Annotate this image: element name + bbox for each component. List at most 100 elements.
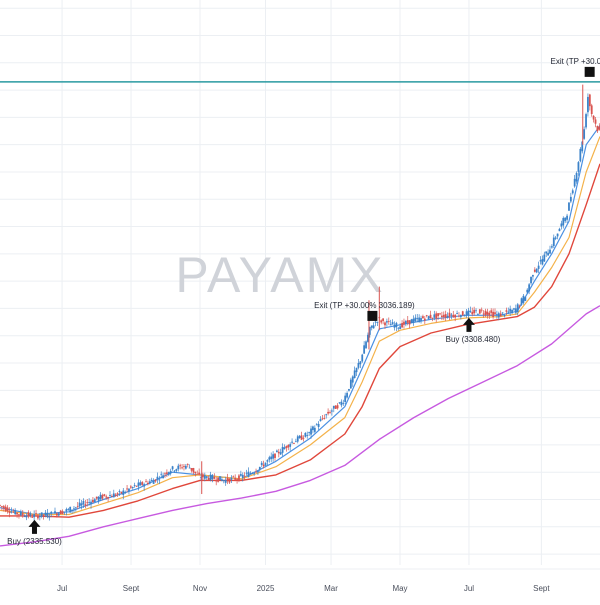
candle-body-136 (257, 470, 259, 473)
candle-body-190 (359, 361, 362, 365)
candle-body-222 (420, 318, 422, 322)
candle-body-223 (422, 316, 424, 319)
candle-body-65 (122, 490, 125, 496)
candle-body-42 (78, 502, 81, 507)
candle-body-314 (594, 119, 597, 124)
candle-body-106 (200, 477, 202, 479)
candle-body-100 (188, 467, 191, 469)
candle-body-107 (202, 474, 204, 478)
candle-body-213 (403, 321, 405, 325)
candle-body-26 (48, 516, 51, 518)
candle-body-63 (118, 491, 121, 492)
candle-body-119 (224, 480, 227, 483)
candle-body-13 (23, 516, 26, 518)
candle-body-177 (334, 405, 337, 409)
candle-body-195 (368, 327, 371, 335)
series-line-long-moving-average (0, 305, 600, 547)
candle-body-73 (137, 482, 140, 487)
candle-body-69 (129, 486, 132, 488)
candle-body-284 (537, 265, 540, 269)
candle-body-288 (545, 251, 548, 254)
candle-body-229 (433, 314, 436, 318)
candle-body-184 (348, 389, 350, 391)
candle-body-70 (131, 486, 134, 488)
candle-body-315 (596, 126, 599, 132)
candle-body-27 (50, 511, 53, 514)
candle-body-54 (101, 495, 104, 499)
candle-body-182 (344, 395, 347, 402)
candle-body-144 (272, 454, 275, 459)
candle-body-166 (313, 427, 316, 432)
candle-body-78 (147, 482, 149, 485)
candle-body-300 (568, 202, 570, 211)
candle-body-168 (317, 423, 320, 427)
candle-body-74 (139, 482, 142, 486)
candle-body-287 (543, 254, 546, 262)
candle-body-245 (463, 315, 466, 317)
candle-body-17 (31, 516, 34, 518)
candle-body-306 (579, 148, 582, 162)
candle-body-64 (120, 491, 123, 494)
candle-body-228 (431, 317, 434, 319)
candle-body-19 (35, 513, 37, 514)
candle-body-152 (287, 444, 290, 448)
candle-body-143 (270, 456, 273, 460)
candle-body-60 (112, 493, 115, 498)
candle-body-12 (21, 513, 24, 515)
candle-body-120 (226, 477, 229, 482)
candle-body-94 (177, 465, 180, 470)
candle-body-72 (135, 485, 138, 487)
buy-annotation-label: Buy (3308.480) (446, 335, 501, 344)
candle-body-316 (598, 126, 600, 130)
candle-body-66 (124, 491, 127, 494)
candle-body-207 (391, 322, 394, 325)
candle-body-162 (306, 435, 309, 436)
watermark: PAYAMX (175, 247, 384, 303)
candle-body-254 (480, 309, 483, 311)
candle-body-259 (490, 310, 493, 313)
candle-body-233 (440, 315, 443, 318)
candle-body-250 (473, 309, 476, 314)
candle-body-271 (513, 308, 515, 310)
candle-body-279 (528, 284, 531, 292)
candle-body-141 (266, 460, 269, 462)
candle-body-61 (114, 494, 117, 496)
candle-body-35 (65, 509, 68, 512)
candle-body-75 (141, 482, 144, 485)
candle-body-181 (342, 403, 345, 404)
candle-body-122 (230, 477, 233, 480)
candle-body-234 (442, 314, 445, 318)
candle-body-0 (0, 505, 1, 506)
candle-body-180 (340, 401, 343, 406)
candle-body-8 (14, 510, 17, 515)
candle-body-51 (95, 496, 98, 499)
candle-body-158 (298, 435, 301, 439)
candle-body-86 (162, 475, 165, 479)
candle-body-7 (12, 511, 15, 513)
candle-body-187 (353, 370, 356, 379)
candle-body-22 (40, 512, 43, 517)
x-axis: Jul Sept Nov 2025 Mar May Jul Sept (57, 584, 550, 593)
x-tick-label: 2025 (257, 584, 275, 593)
candle-body-93 (175, 469, 178, 471)
x-tick-label: Jul (57, 584, 67, 593)
candle-body-291 (550, 246, 553, 248)
candle-body-164 (310, 428, 312, 435)
candle-body-3 (4, 506, 7, 512)
candle-body-281 (532, 274, 534, 277)
candle-body-212 (401, 323, 403, 328)
candle-body-88 (165, 472, 168, 474)
candle-body-193 (365, 341, 367, 349)
candle-body-105 (198, 472, 201, 475)
candle-body-154 (291, 441, 293, 443)
candle-body-14 (25, 515, 28, 518)
candle-body-313 (592, 115, 595, 120)
candle-body-169 (319, 419, 322, 422)
candle-body-30 (55, 513, 58, 516)
series-group (0, 125, 600, 547)
candle-body-129 (243, 475, 246, 477)
candle-body-194 (367, 334, 369, 342)
candle-body-138 (260, 462, 263, 465)
candle-body-199 (376, 321, 379, 323)
candle-body-294 (556, 233, 559, 237)
